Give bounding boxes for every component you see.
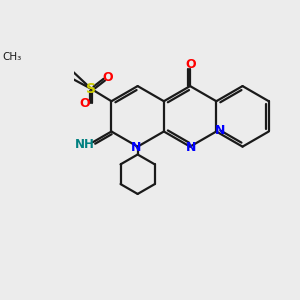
Text: N: N <box>214 124 225 137</box>
Text: N: N <box>186 141 196 154</box>
Text: N: N <box>131 141 142 154</box>
Text: O: O <box>79 98 90 110</box>
Text: NH: NH <box>75 138 95 151</box>
Text: O: O <box>103 71 113 84</box>
Text: S: S <box>86 82 96 96</box>
Text: O: O <box>185 58 196 71</box>
Text: CH₃: CH₃ <box>2 52 22 61</box>
